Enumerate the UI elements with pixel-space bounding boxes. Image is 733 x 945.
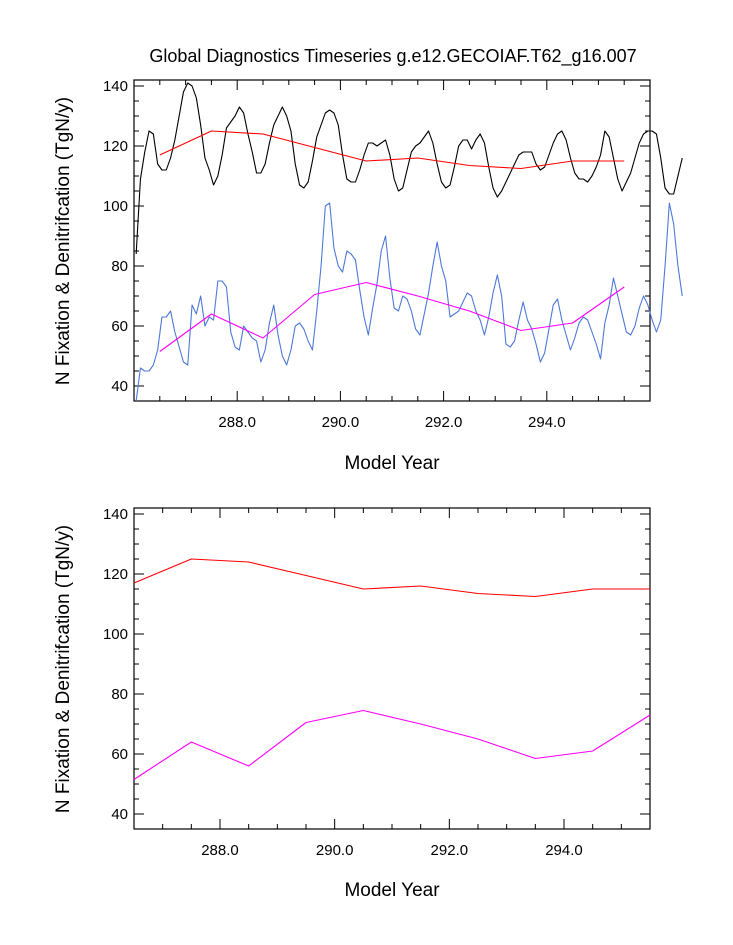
bottom-y-tick-label: 100: [103, 626, 128, 643]
top-x-axis-label: Model Year: [344, 453, 440, 474]
top-y-axis-label: N Fixation & Denitrifcation (TgN/y): [53, 97, 74, 385]
top-y-tick-label: 120: [103, 138, 128, 155]
top-y-tick-label: 80: [111, 258, 128, 275]
bottom-series-n-fixation-annual-mean: [133, 558, 650, 598]
top-y-tick-label: 100: [103, 198, 128, 215]
bottom-plot-frame: [133, 507, 651, 830]
top-x-tick-label: 294.0: [528, 414, 566, 431]
bottom-y-tick-label: 80: [111, 686, 128, 703]
chart-title: Global Diagnostics Timeseries g.e12.GECO…: [149, 46, 636, 67]
bottom-y-tick-label: 140: [103, 506, 128, 523]
top-tick-labels: 40 60 80 100 120 140 288.0 290.0 292.0 294.0: [103, 78, 566, 431]
top-x-tick-label: 292.0: [425, 414, 463, 431]
top-y-tick-label: 140: [103, 78, 128, 95]
top-series-n-fixation-monthly: [135, 82, 683, 255]
bottom-series: [133, 558, 651, 780]
top-series-denitrification-monthly: [135, 202, 683, 402]
bottom-y-tick-label: 120: [103, 566, 128, 583]
bottom-y-tick-label: 40: [111, 806, 128, 823]
top-series: [135, 82, 683, 402]
bottom-y-tick-label: 60: [111, 746, 128, 763]
bottom-x-axis-label: Model Year: [344, 880, 440, 901]
top-chart: Global Diagnostics Timeseries g.e12.GECO…: [53, 46, 683, 474]
bottom-x-tick-label: 292.0: [431, 842, 469, 859]
bottom-series-denitrification-annual-mean: [133, 709, 651, 780]
bottom-x-tick-label: 294.0: [545, 842, 583, 859]
top-plot-frame: [133, 79, 651, 402]
bottom-y-axis-label: N Fixation & Denitrifcation (TgN/y): [53, 525, 74, 813]
bottom-chart: 40 60 80 100 120 140 288.0 290.0 292.0 294.0 Mode…: [53, 506, 651, 901]
top-x-tick-label: 288.0: [218, 414, 256, 431]
top-y-tick-label: 40: [111, 378, 128, 395]
top-x-tick-label: 290.0: [322, 414, 360, 431]
bottom-ticks: [133, 508, 651, 830]
bottom-tick-labels: 40 60 80 100 120 140 288.0 290.0 292.0 294.0: [103, 506, 583, 859]
bottom-x-tick-label: 288.0: [201, 842, 239, 859]
top-y-tick-label: 60: [111, 318, 128, 335]
top-series-denitrification-annual-mean: [159, 281, 625, 352]
top-ticks: [134, 80, 650, 402]
top-series-n-fixation-annual-mean: [159, 130, 625, 170]
bottom-x-tick-label: 290.0: [316, 842, 354, 859]
